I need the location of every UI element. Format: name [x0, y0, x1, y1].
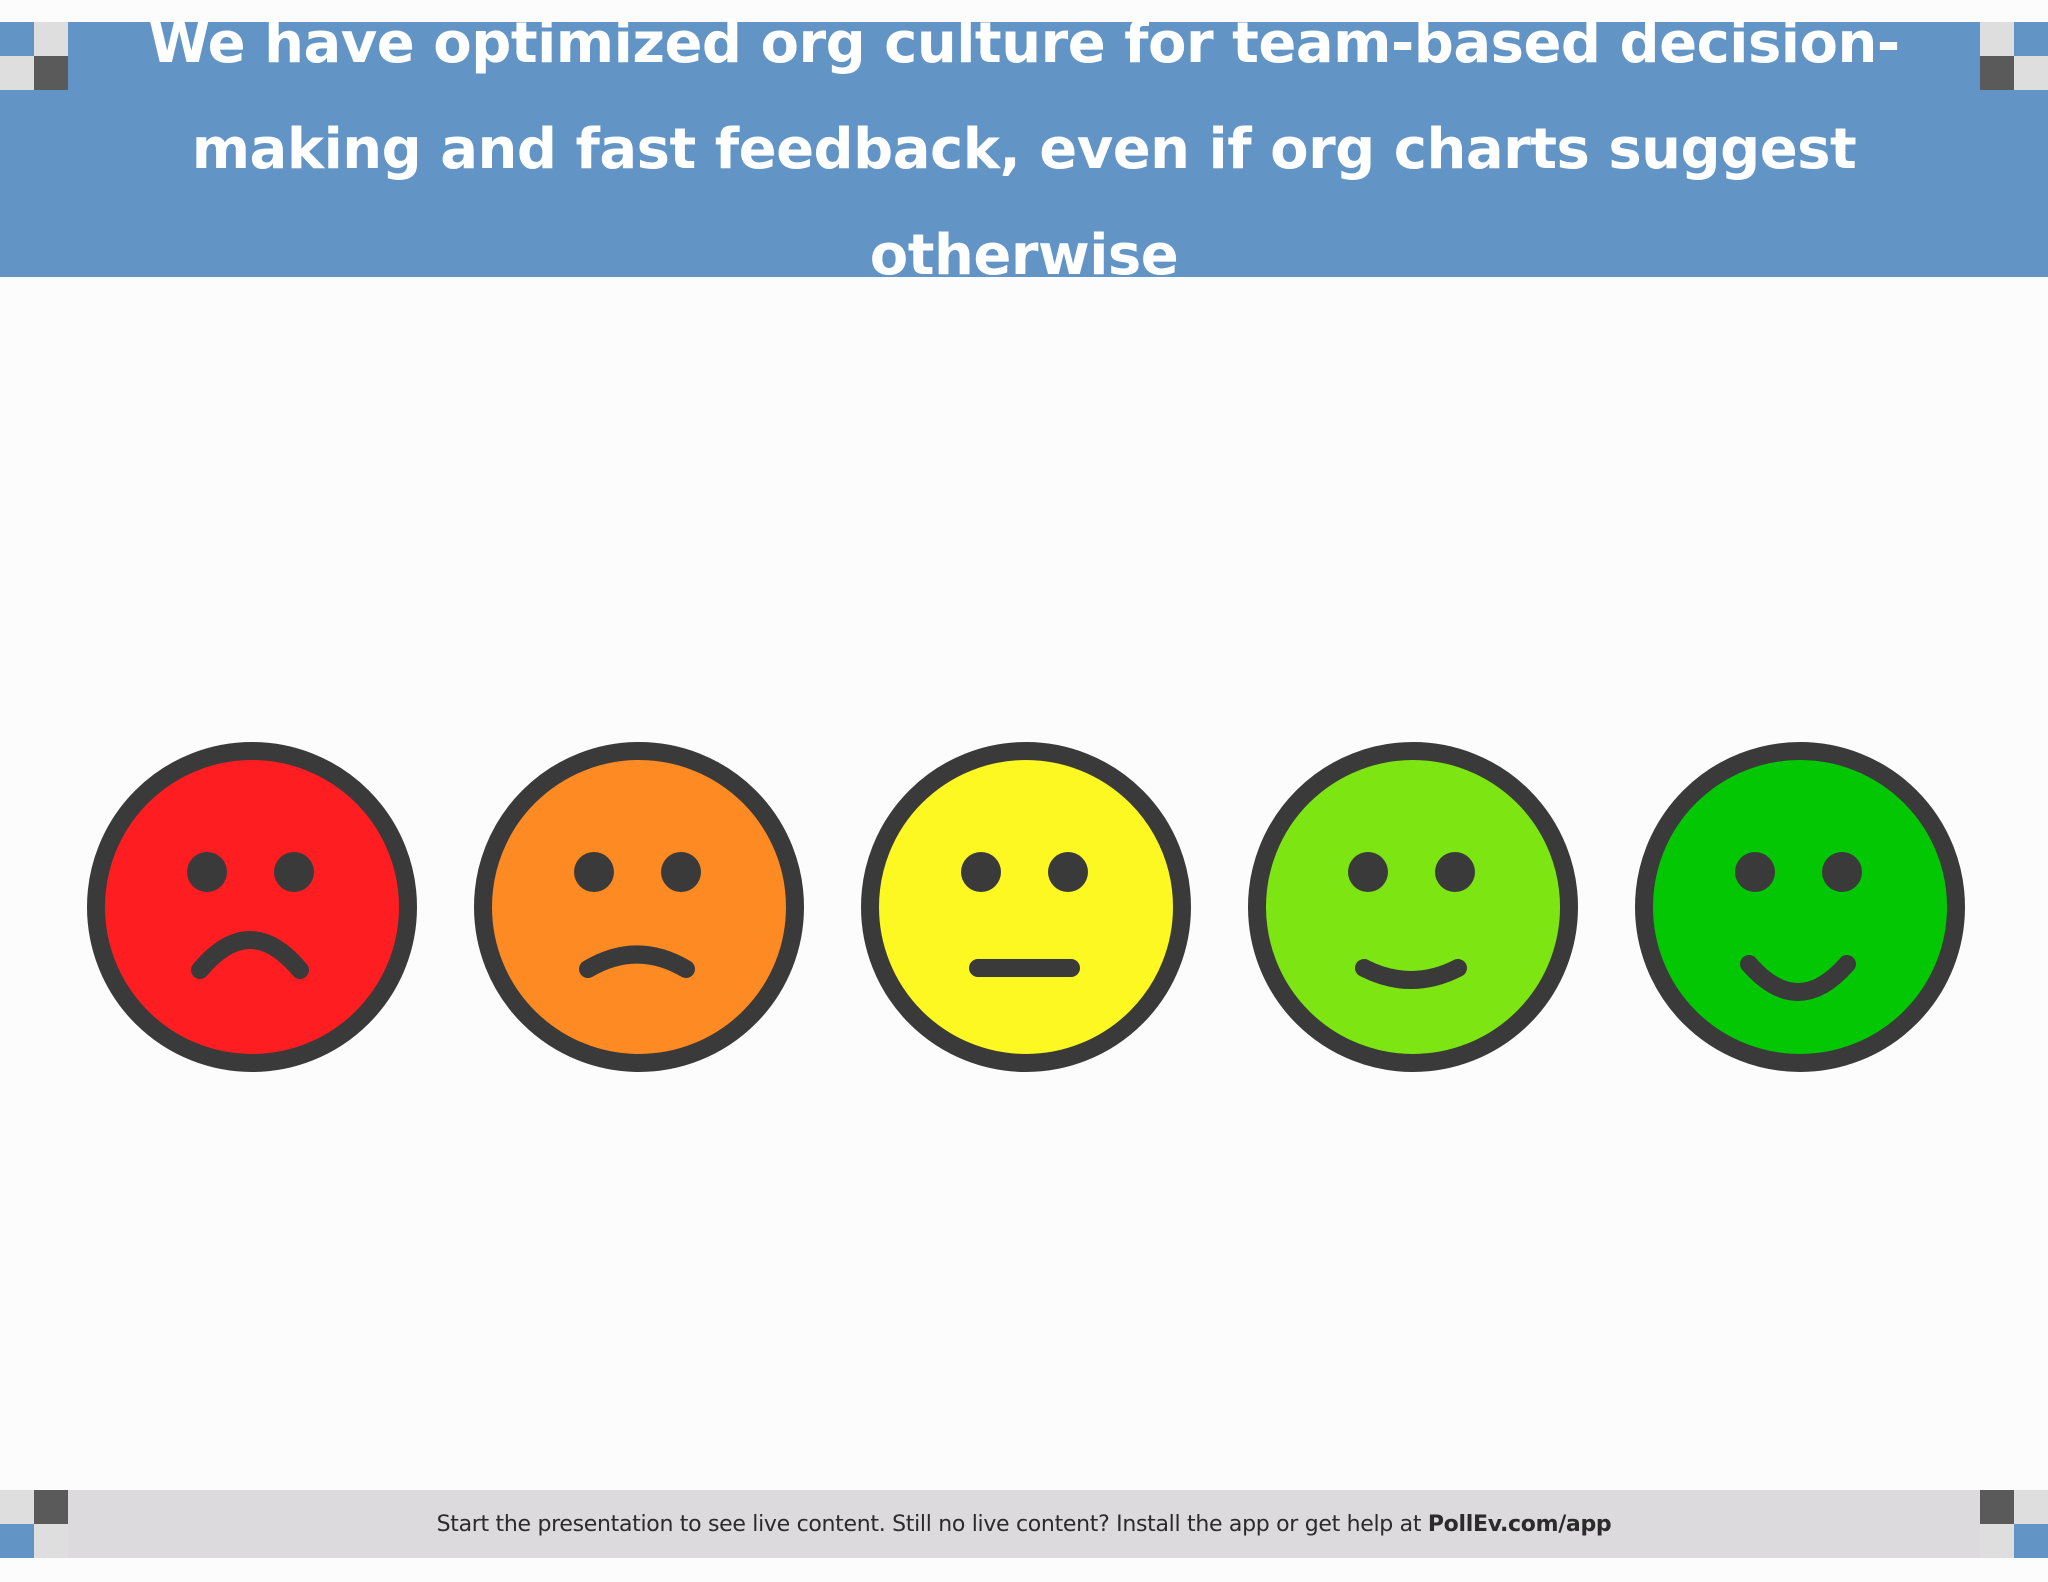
happy-face-icon[interactable] — [1248, 742, 1578, 1072]
sad-face-icon[interactable] — [474, 742, 804, 1072]
rating-faces — [0, 742, 2048, 1072]
face-fill — [87, 742, 417, 1072]
footer-text: Start the presentation to see live conte… — [436, 1511, 1428, 1537]
neutral-face-icon[interactable] — [861, 742, 1191, 1072]
corner-decoration-bottom-right — [1980, 1490, 2048, 1558]
footer-message: Start the presentation to see live conte… — [437, 1512, 1612, 1537]
corner-decoration-top-right-overlay — [1980, 22, 2048, 90]
pollev-app-link[interactable]: PollEv.com/app — [1427, 1511, 1612, 1537]
footer-bar: Start the presentation to see live conte… — [68, 1490, 1980, 1558]
slide-title: We have optimized org culture for team-b… — [148, 10, 1900, 288]
very-sad-face-icon[interactable] — [87, 742, 417, 1072]
slide-title-bar: We have optimized org culture for team-b… — [0, 11, 2048, 288]
very-happy-face-icon[interactable] — [1635, 742, 1965, 1072]
corner-decoration-bottom-left — [0, 1490, 68, 1558]
corner-decoration-top-left-overlay — [0, 22, 68, 90]
